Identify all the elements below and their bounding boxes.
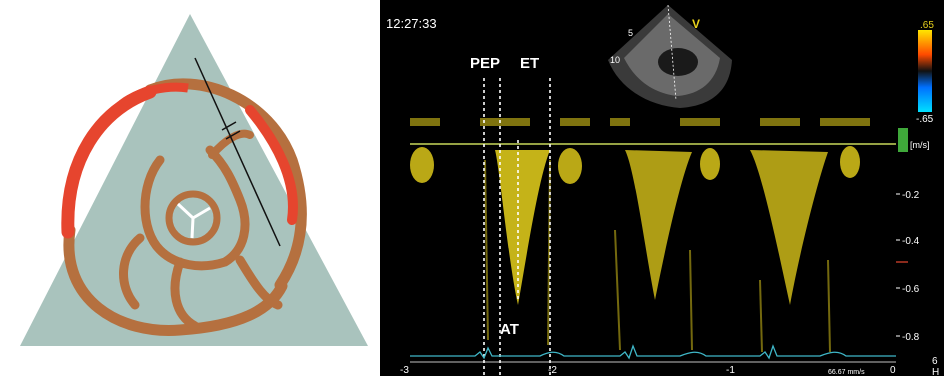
- depth-label-5: 5: [628, 28, 633, 38]
- ecg-trace: [410, 344, 896, 360]
- red-wall-top: [119, 82, 189, 108]
- heart-diagram-panel: [0, 0, 380, 376]
- doppler-spectrum: 12:27:33 V 5 10 .65 -.65 [m/s]: [386, 4, 939, 376]
- at-label: AT: [500, 321, 519, 338]
- heart-rate-unit: H: [932, 367, 939, 376]
- diastolic-signals: [410, 146, 860, 184]
- sweep-speed: 66.67 mm/s: [828, 369, 865, 376]
- color-scale-bottom: -.65: [916, 114, 934, 125]
- time-tick-3: 0: [890, 365, 896, 376]
- velocity-tick-3: -0.8: [902, 332, 920, 343]
- timestamp: 12:27:33: [386, 16, 437, 31]
- spectral-envelopes: [495, 150, 828, 305]
- velocity-axis: -0.2 -0.4 -0.6 -0.8: [896, 190, 920, 343]
- baseline-marker: [898, 128, 908, 152]
- sample-gate-mark-1: [221, 121, 237, 131]
- velocity-tick-1: -0.4: [902, 236, 920, 247]
- time-axis: -3 -2 -1 0 66.67 mm/s H: [400, 365, 939, 376]
- measurement-lines: [483, 78, 551, 376]
- velocity-unit: [m/s]: [910, 140, 930, 150]
- velocity-tick-0: -0.2: [902, 190, 920, 201]
- inner-wall: [140, 145, 250, 271]
- probe-marker: V: [692, 17, 700, 31]
- outer-brown-wall: [63, 78, 307, 336]
- top-clutter: [410, 118, 870, 126]
- aortic-valve-cusps: [176, 202, 211, 239]
- doppler-cursor-line: [194, 57, 281, 247]
- heart-cross-section-diagram: [20, 14, 368, 346]
- red-wall-right: [245, 105, 298, 225]
- septum-walls: [119, 233, 283, 331]
- sample-gate-mark-2: [225, 130, 241, 140]
- color-scale-bar: [918, 30, 932, 112]
- depth-label-10: 10: [610, 55, 620, 65]
- triangle-background: [20, 14, 368, 346]
- echo-sector-image: V 5 10: [608, 4, 732, 108]
- heart-rate-value: 6: [932, 356, 938, 367]
- spectral-noise: [484, 159, 831, 353]
- pulmonary-artery-wall: [208, 129, 254, 159]
- velocity-tick-2: -0.6: [902, 284, 920, 295]
- et-label: ET: [520, 55, 539, 72]
- time-tick-0: -3: [400, 365, 409, 376]
- color-scale-top: .65: [920, 20, 934, 31]
- pep-label: PEP: [470, 55, 500, 72]
- time-tick-2: -1: [726, 365, 735, 376]
- time-tick-1: -2: [548, 365, 557, 376]
- doppler-panel: 12:27:33 V 5 10 .65 -.65 [m/s]: [380, 0, 944, 376]
- aortic-valve-ring: [165, 190, 221, 246]
